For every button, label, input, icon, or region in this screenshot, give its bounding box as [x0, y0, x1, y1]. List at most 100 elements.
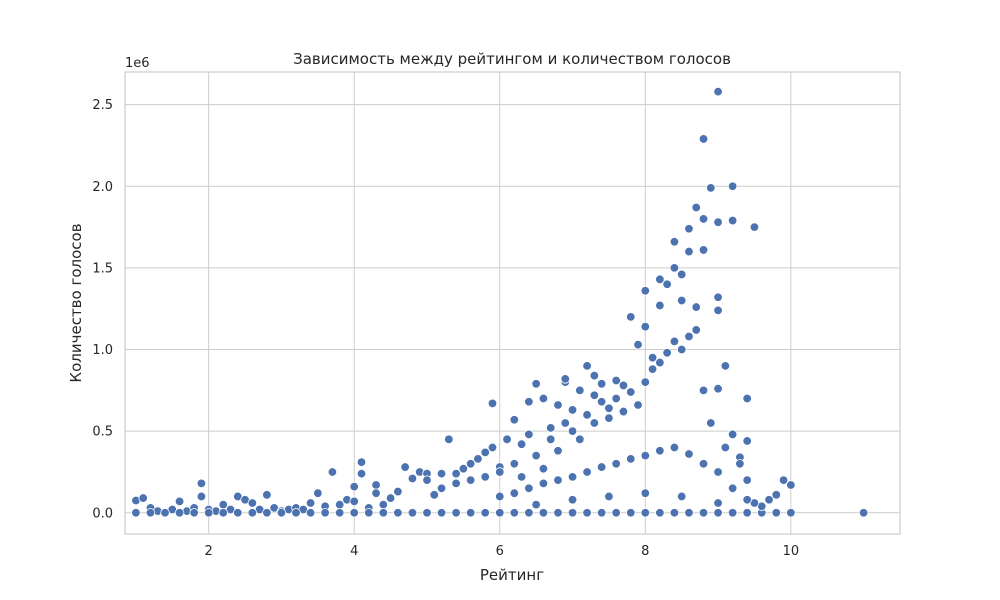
data-point: [640, 321, 651, 332]
data-point: [713, 467, 723, 477]
data-point: [713, 86, 723, 97]
data-point: [436, 508, 447, 518]
data-point: [247, 498, 258, 508]
y-tick-label: 0.5: [92, 425, 113, 440]
data-point: [742, 508, 752, 518]
data-point: [567, 426, 578, 436]
data-point: [713, 305, 723, 316]
data-point: [509, 488, 520, 498]
data-point: [626, 312, 636, 322]
data-point: [524, 483, 534, 493]
data-point: [546, 423, 556, 433]
data-point: [313, 488, 323, 498]
data-point: [749, 222, 760, 232]
data-point: [589, 370, 600, 381]
data-point: [684, 246, 694, 257]
data-point: [218, 508, 228, 518]
y-offset-label: 1e6: [125, 56, 150, 71]
data-point: [495, 467, 505, 477]
data-point: [713, 217, 723, 227]
data-point: [451, 468, 461, 479]
data-point: [480, 447, 490, 458]
data-point: [516, 439, 527, 449]
data-point: [575, 385, 585, 396]
data-point: [735, 459, 745, 469]
data-point: [618, 380, 629, 391]
data-point: [691, 202, 701, 213]
data-point: [465, 508, 476, 518]
data-point: [131, 508, 141, 518]
data-point: [662, 348, 672, 358]
data-point: [647, 364, 658, 374]
x-tick-labels: 2 4 6 8 10: [205, 544, 800, 559]
data-point: [422, 508, 432, 518]
data-point: [480, 508, 490, 518]
data-point: [727, 483, 738, 493]
data-point: [684, 449, 694, 459]
data-point: [138, 493, 148, 503]
data-point: [684, 508, 694, 518]
data-point: [509, 459, 520, 469]
data-point: [742, 475, 752, 485]
data-point: [371, 480, 381, 490]
data-point: [640, 377, 651, 387]
data-point: [262, 508, 272, 518]
data-point: [662, 279, 672, 289]
data-point: [698, 214, 709, 224]
data-point: [698, 134, 709, 144]
data-point: [676, 344, 687, 355]
data-point: [727, 215, 738, 226]
data-point: [524, 508, 534, 518]
data-point: [465, 459, 476, 469]
data-point: [684, 224, 694, 234]
data-point: [727, 181, 738, 191]
data-point: [531, 499, 541, 510]
data-point: [473, 454, 483, 464]
data-point: [189, 508, 199, 518]
data-point: [669, 263, 680, 273]
data-point: [596, 462, 607, 472]
data-point: [698, 459, 709, 469]
data-point: [407, 508, 418, 518]
x-tick-label: 4: [350, 544, 358, 559]
data-point: [655, 274, 665, 285]
data-point: [276, 508, 287, 518]
data-point: [196, 478, 207, 489]
data-point: [451, 478, 461, 489]
y-tick-label: 0.0: [92, 506, 113, 521]
data-point: [524, 429, 534, 440]
x-tick-label: 6: [496, 544, 504, 559]
data-point: [669, 336, 680, 347]
data-point: [604, 491, 614, 502]
data-point: [611, 393, 621, 404]
data-point: [676, 295, 687, 306]
data-point: [669, 237, 680, 247]
data-point: [465, 475, 476, 485]
data-point: [356, 468, 367, 479]
data-point: [604, 413, 614, 423]
y-tick-label: 1.5: [92, 261, 113, 276]
data-point: [538, 478, 549, 489]
data-point: [174, 508, 185, 518]
data-point: [611, 375, 621, 386]
data-point: [582, 361, 592, 371]
data-point: [160, 508, 170, 518]
data-point: [858, 508, 869, 518]
data-point: [444, 434, 454, 445]
data-point: [334, 508, 345, 518]
data-point: [553, 475, 563, 485]
data-point: [487, 442, 498, 453]
y-tick-label: 1.0: [92, 343, 113, 358]
data-point: [553, 508, 563, 518]
data-point: [655, 300, 665, 311]
data-point: [487, 398, 498, 409]
y-tick-label: 2.0: [92, 180, 113, 195]
data-point: [378, 499, 389, 510]
data-point: [291, 508, 301, 518]
data-point: [647, 352, 658, 363]
data-point: [713, 384, 723, 394]
data-point: [582, 508, 592, 518]
data-point: [742, 393, 752, 404]
data-point: [262, 490, 272, 500]
data-point: [174, 496, 185, 507]
